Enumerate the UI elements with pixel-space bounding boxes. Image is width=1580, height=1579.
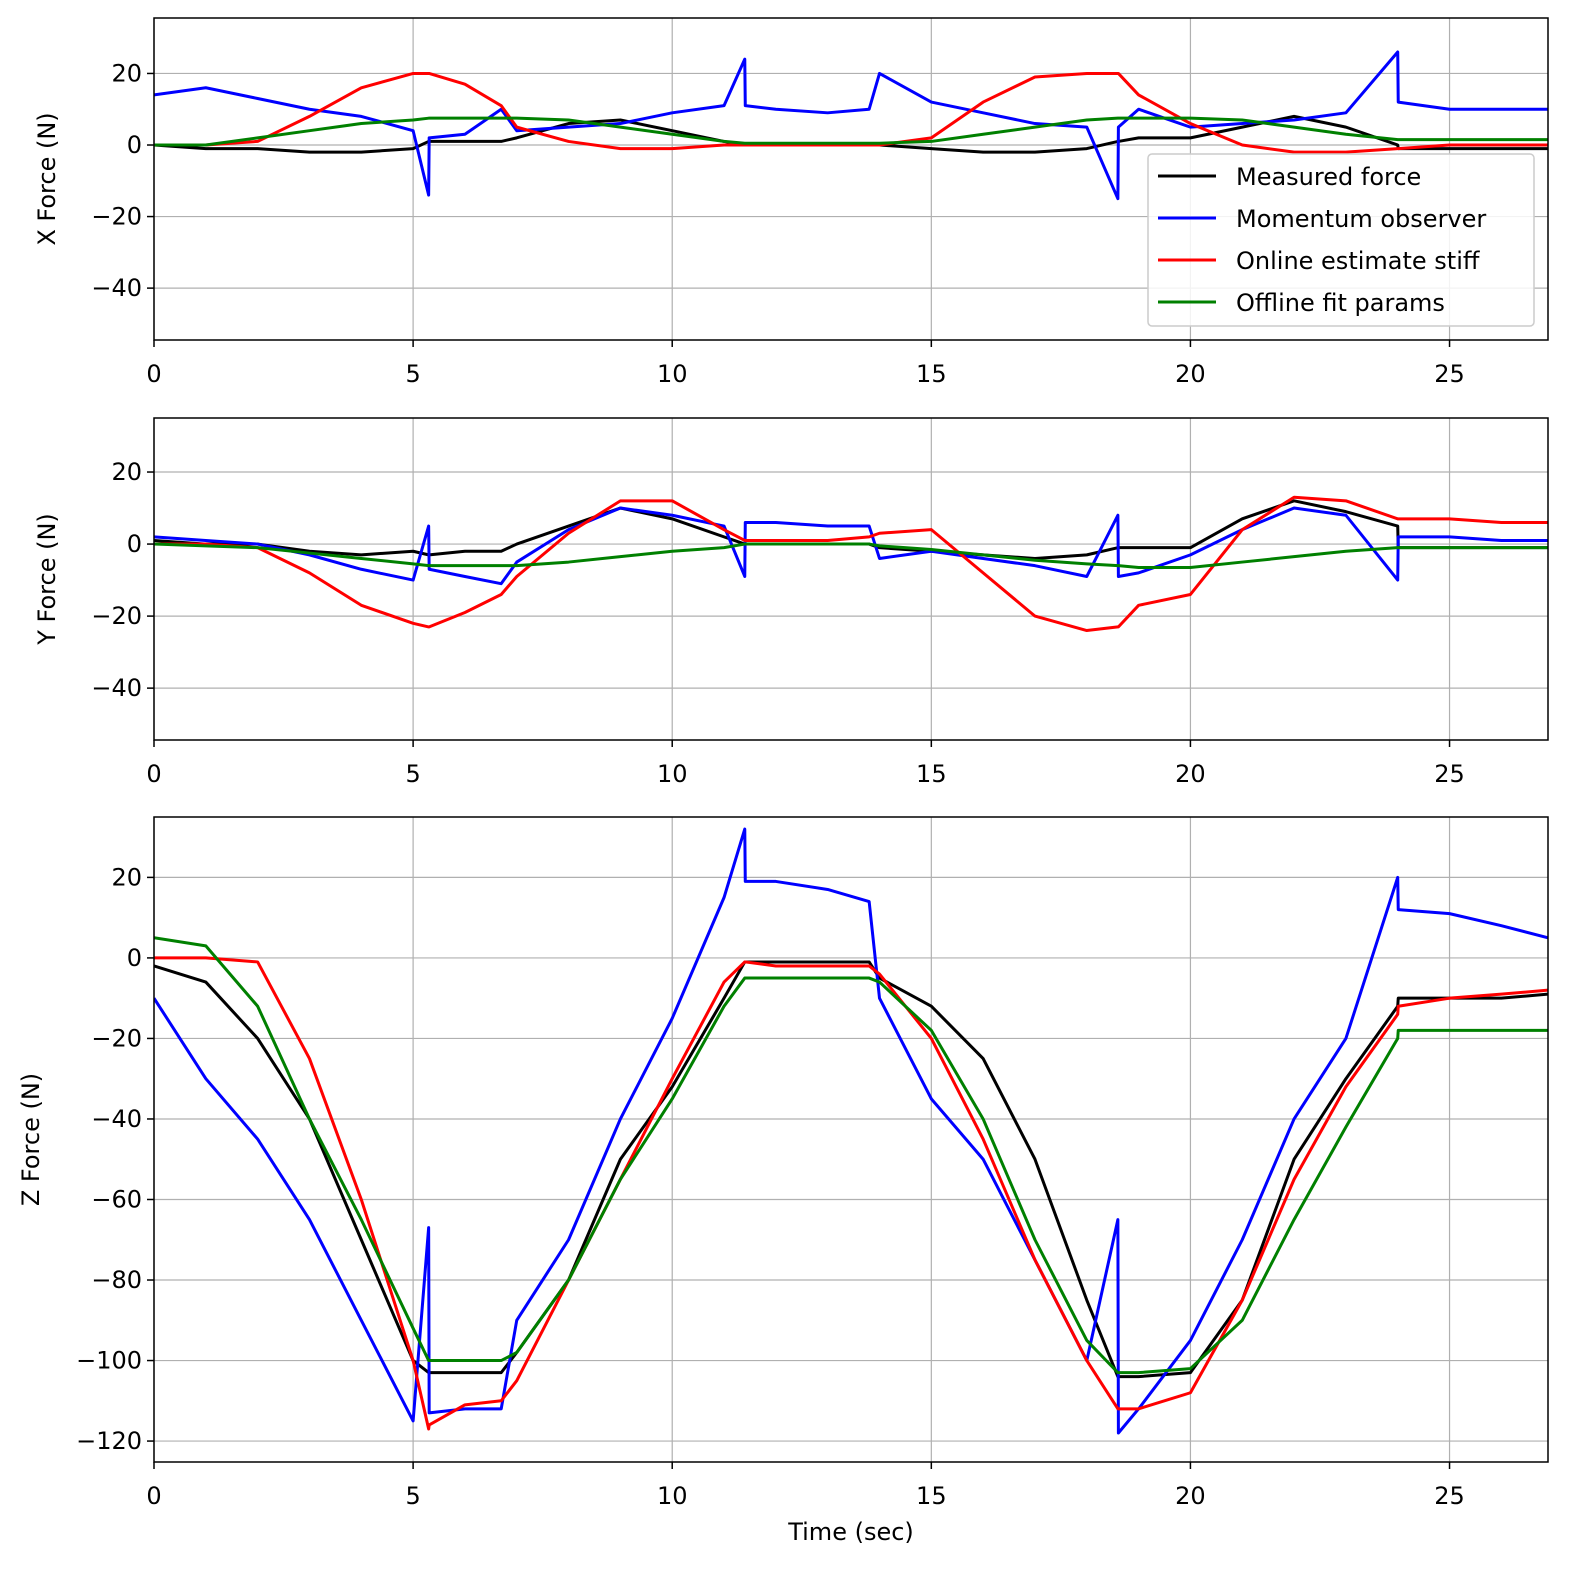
- y-tick-label: −60: [91, 1185, 142, 1213]
- x-tick-label: 20: [1175, 1482, 1206, 1510]
- x-tick-label: 5: [405, 1482, 420, 1510]
- y-tick-label: −40: [91, 274, 142, 302]
- y-tick-label: 20: [111, 458, 142, 486]
- y-tick-label: 0: [127, 131, 142, 159]
- x-tick-label: 25: [1434, 360, 1465, 388]
- x-tick-label: 25: [1434, 760, 1465, 788]
- x-tick-label: 0: [146, 1482, 161, 1510]
- x-axis-label: Time (sec): [787, 1518, 914, 1546]
- data-line: [154, 542, 1548, 569]
- legend-label: Momentum observer: [1236, 205, 1486, 233]
- y-tick-label: −120: [76, 1427, 142, 1455]
- y-tick-label: −100: [76, 1347, 142, 1375]
- data-line: [154, 499, 1548, 560]
- data-line: [154, 936, 1548, 1375]
- x-tick-label: 15: [916, 360, 947, 388]
- legend-label: Offline fit params: [1236, 289, 1445, 317]
- x-tick-label: 25: [1434, 1482, 1465, 1510]
- data-line: [154, 956, 1548, 1431]
- plot-frame: [153, 417, 1549, 741]
- y-axis-label: Z Force (N): [17, 1073, 45, 1206]
- y-tick-label: −40: [91, 674, 142, 702]
- plot-frame: [153, 17, 1549, 341]
- data-line: [154, 116, 1548, 147]
- y-tick-label: −20: [91, 1024, 142, 1052]
- x-tick-label: 10: [657, 760, 688, 788]
- y-tick-label: −40: [91, 1105, 142, 1133]
- x-tick-label: 10: [657, 1482, 688, 1510]
- x-tick-label: 5: [405, 760, 420, 788]
- data-line: [154, 71, 1548, 154]
- x-tick-label: 15: [916, 760, 947, 788]
- plot-frame: [153, 816, 1549, 1463]
- x-tick-label: 5: [405, 360, 420, 388]
- x-tick-label: 20: [1175, 760, 1206, 788]
- legend-label: Online estimate stiff: [1236, 247, 1480, 275]
- legend-box: [1147, 153, 1535, 327]
- y-tick-label: 20: [111, 59, 142, 87]
- x-tick-label: 10: [657, 360, 688, 388]
- data-line: [154, 495, 1548, 633]
- x-tick-label: 0: [146, 360, 161, 388]
- data-line: [154, 50, 1548, 201]
- y-tick-label: 20: [111, 863, 142, 891]
- x-tick-label: 0: [146, 760, 161, 788]
- y-tick-label: −20: [91, 203, 142, 231]
- y-tick-label: −80: [91, 1266, 142, 1294]
- y-axis-label: Y Force (N): [33, 513, 61, 646]
- y-tick-label: 0: [127, 530, 142, 558]
- y-tick-label: 0: [127, 944, 142, 972]
- y-tick-label: −20: [91, 602, 142, 630]
- data-line: [154, 506, 1548, 586]
- x-tick-label: 15: [916, 1482, 947, 1510]
- legend-label: Measured force: [1236, 163, 1421, 191]
- data-line: [154, 960, 1548, 1379]
- y-axis-label: X Force (N): [33, 112, 61, 245]
- data-line: [154, 827, 1548, 1435]
- x-tick-label: 20: [1175, 360, 1206, 388]
